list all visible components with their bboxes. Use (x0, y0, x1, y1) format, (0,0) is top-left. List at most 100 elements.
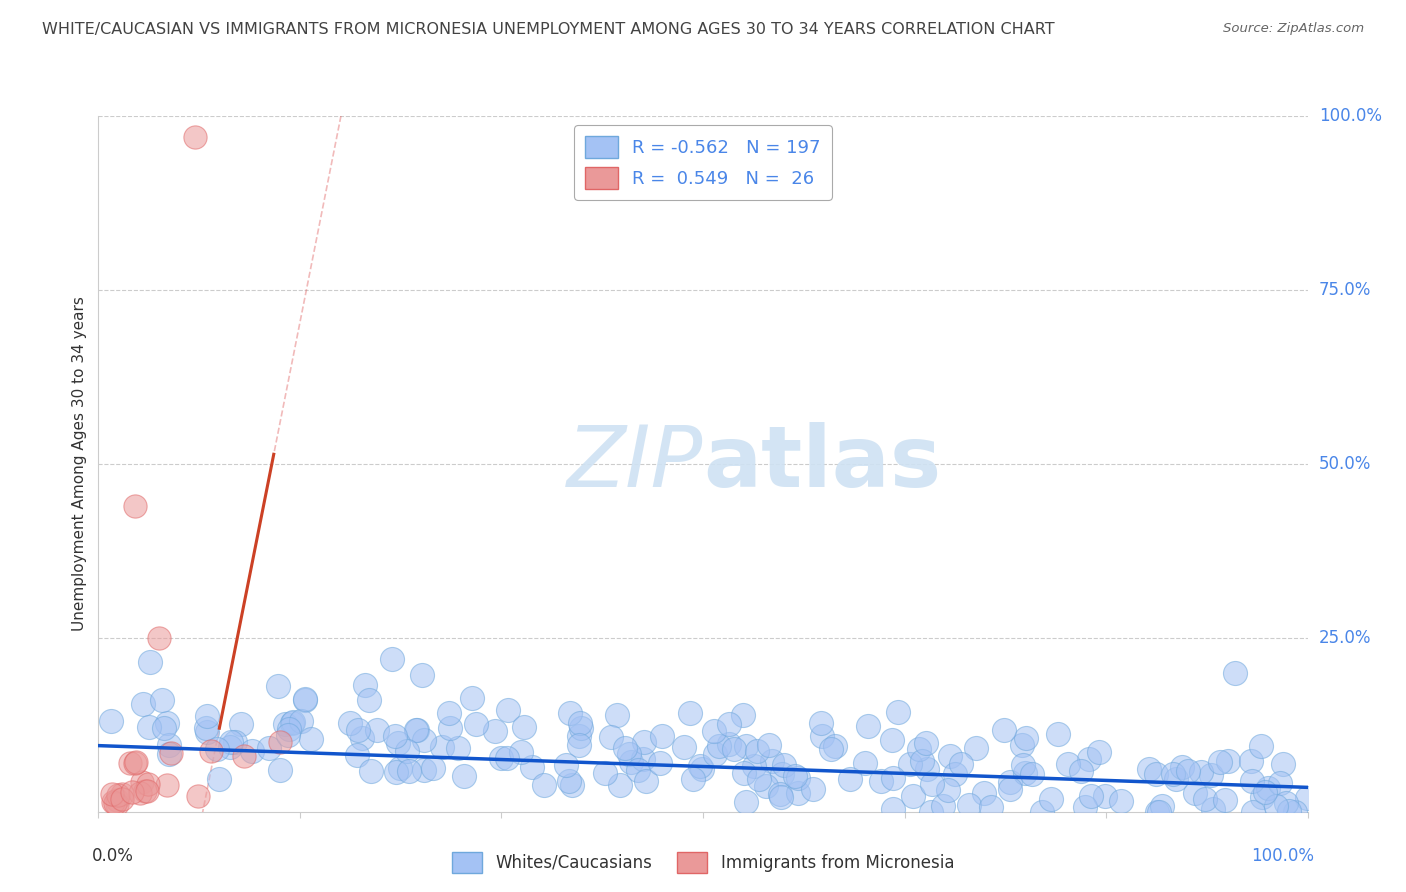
Point (157, 738, 180, 752)
Point (339, 716, 361, 731)
Point (124, 499, 146, 513)
Point (152, 721, 174, 735)
Text: 75.0%: 75.0% (1319, 281, 1371, 299)
Text: WHITE/CAUCASIAN VS IMMIGRANTS FROM MICRONESIA UNEMPLOYMENT AMONG AGES 30 TO 34 Y: WHITE/CAUCASIAN VS IMMIGRANTS FROM MICRO… (42, 22, 1054, 37)
Point (1014, 765, 1036, 780)
Point (346, 747, 368, 762)
Point (135, 784, 157, 798)
Point (1144, 767, 1167, 781)
Point (569, 721, 592, 735)
Point (838, 772, 860, 786)
Legend: Whites/Caucasians, Immigrants from Micronesia: Whites/Caucasians, Immigrants from Micro… (446, 846, 960, 880)
Point (758, 738, 780, 752)
Point (620, 756, 643, 770)
Point (447, 741, 470, 756)
Point (1184, 786, 1206, 800)
Point (1272, 756, 1295, 771)
Point (422, 761, 444, 775)
Point (787, 771, 810, 785)
Point (1177, 764, 1199, 778)
Point (150, 692, 173, 706)
Point (980, 800, 1002, 814)
Point (1216, 754, 1239, 768)
Point (1080, 789, 1102, 803)
Point (755, 779, 778, 793)
Point (131, 775, 153, 789)
Point (1166, 772, 1188, 787)
Point (240, 744, 263, 758)
Point (1215, 793, 1237, 807)
Point (489, 751, 512, 765)
Point (957, 798, 980, 813)
Point (281, 715, 304, 730)
Text: ZIP: ZIP (567, 422, 703, 506)
Point (609, 778, 631, 792)
Point (998, 775, 1021, 789)
Point (1109, 793, 1132, 807)
Point (558, 706, 581, 720)
Point (783, 769, 806, 783)
Point (1047, 727, 1070, 741)
Point (350, 731, 373, 746)
Point (111, 787, 134, 801)
Point (381, 651, 404, 665)
Point (689, 759, 711, 773)
Point (405, 723, 427, 738)
Point (277, 723, 299, 737)
Point (856, 719, 879, 733)
Point (908, 742, 931, 756)
Point (1015, 731, 1038, 746)
Point (522, 760, 544, 774)
Point (388, 761, 411, 775)
Point (1257, 780, 1279, 795)
Point (998, 782, 1021, 797)
Point (283, 714, 305, 729)
Point (269, 763, 291, 777)
Point (346, 723, 368, 737)
Point (568, 716, 591, 731)
Point (1070, 764, 1092, 779)
Point (1077, 752, 1099, 766)
Point (1056, 757, 1078, 772)
Point (735, 795, 758, 809)
Point (290, 714, 312, 728)
Point (366, 723, 388, 738)
Point (561, 778, 583, 792)
Point (156, 716, 179, 731)
Text: 100.0%: 100.0% (1319, 107, 1382, 125)
Point (973, 786, 995, 800)
Point (1278, 805, 1301, 819)
Text: 0.0%: 0.0% (93, 847, 134, 864)
Point (384, 764, 406, 779)
Point (1209, 755, 1232, 769)
Point (100, 787, 122, 801)
Point (870, 773, 893, 788)
Point (496, 703, 519, 717)
Point (717, 738, 740, 752)
Point (1250, 790, 1272, 805)
Point (631, 751, 654, 765)
Point (384, 729, 406, 743)
Y-axis label: Unemployment Among Ages 30 to 34 years: Unemployment Among Ages 30 to 34 years (72, 296, 87, 632)
Point (915, 736, 938, 750)
Point (901, 789, 924, 803)
Point (353, 678, 375, 692)
Point (943, 767, 966, 781)
Point (395, 744, 418, 758)
Point (430, 740, 453, 755)
Point (398, 764, 420, 778)
Point (1189, 765, 1212, 780)
Point (965, 740, 987, 755)
Point (387, 736, 409, 750)
Point (742, 758, 765, 772)
Point (911, 754, 934, 768)
Point (1150, 798, 1173, 813)
Point (810, 729, 832, 743)
Point (692, 762, 714, 776)
Point (195, 721, 218, 735)
Point (745, 744, 768, 758)
Point (1240, 754, 1263, 768)
Text: 25.0%: 25.0% (1319, 629, 1371, 647)
Point (613, 740, 636, 755)
Point (761, 754, 783, 768)
